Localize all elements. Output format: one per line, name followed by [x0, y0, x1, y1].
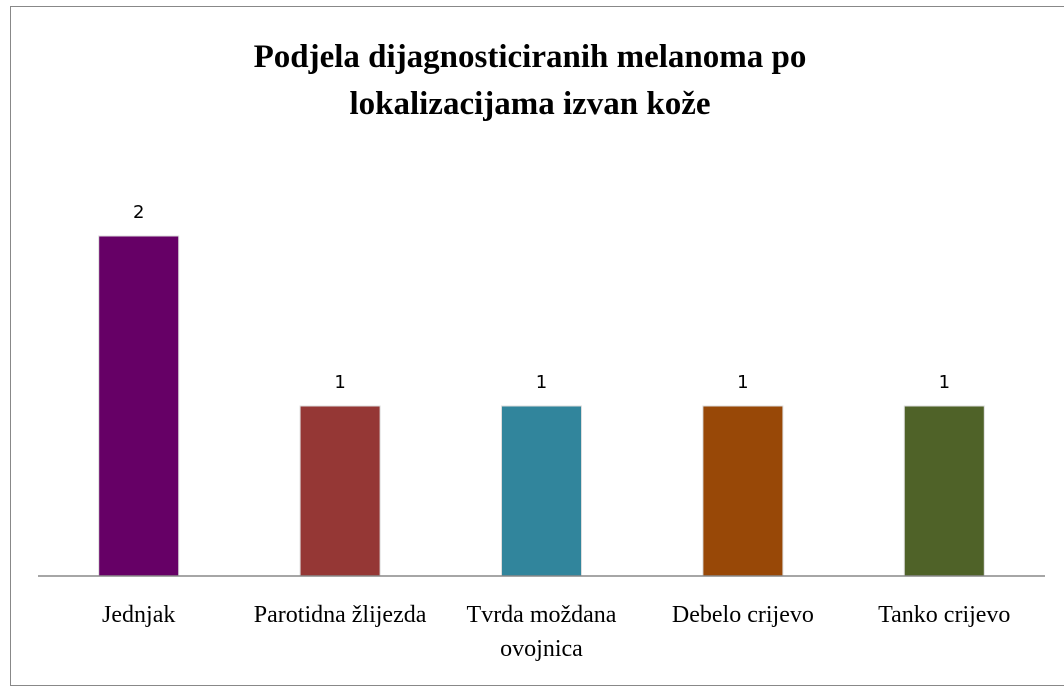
- chart-title: Podjela dijagnosticiranih melanoma po lo…: [253, 39, 807, 122]
- value-label: 1: [939, 372, 950, 393]
- x-tick-label: Tvrda moždana ovojnica: [466, 602, 617, 662]
- bar: [98, 235, 180, 577]
- value-label: 1: [536, 372, 547, 393]
- x-tick-label: Jednjak: [102, 602, 176, 628]
- bar: [702, 405, 784, 577]
- bar: [501, 405, 582, 577]
- value-label: 1: [334, 372, 345, 393]
- x-tick-label: Tanko crijevo: [878, 602, 1011, 628]
- x-tick-label: Debelo crijevo: [671, 602, 814, 628]
- value-label: 2: [133, 202, 144, 223]
- bar: [903, 405, 985, 577]
- bar: [299, 405, 381, 577]
- x-tick-label: Parotidna žlijezda: [253, 602, 427, 628]
- value-label: 1: [737, 372, 748, 393]
